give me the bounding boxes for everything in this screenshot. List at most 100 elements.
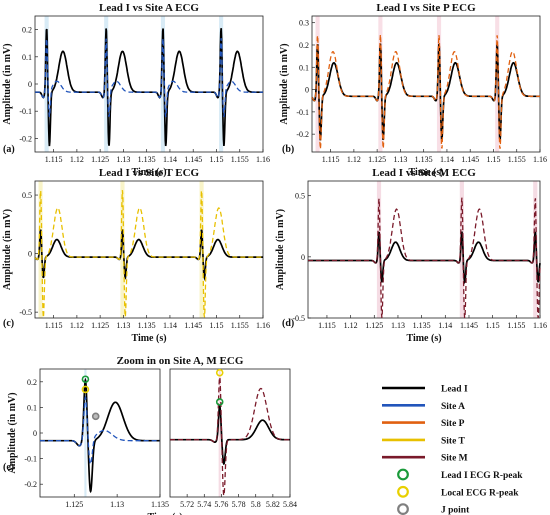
x-tick-label: 1.125 <box>365 321 383 330</box>
legend-item: Site M <box>382 454 468 464</box>
x-tick-label: 1.155 <box>507 321 525 330</box>
y-axis-label: Amplitude (in mV) <box>2 43 13 124</box>
legend-label: Lead I ECG R-peak <box>441 471 523 481</box>
series-line-lead-i <box>170 405 290 466</box>
x-tick-label: 1.13 <box>116 321 130 330</box>
marker-lead-i-ecg-r-peak <box>215 398 224 406</box>
y-tick-label: -0.1 <box>296 108 309 117</box>
y-tick-label: 0.1 <box>27 403 37 412</box>
x-tick-label: 1.16 <box>256 321 270 330</box>
x-axis-label: Time (s) <box>131 167 166 178</box>
beat-highlight <box>160 16 166 152</box>
chart-panel-c: 1.115 1.12 1.125 1.13 1.135 1.14 1.145 1.15 1.15… <box>2 167 270 344</box>
y-tick-label: -0.2 <box>296 130 309 139</box>
x-tick-label: 1.12 <box>347 155 361 164</box>
beat-highlight <box>219 16 224 152</box>
series-line-lead-i <box>40 377 160 494</box>
chart-panel-a: 1.115 1.12 1.125 1.13 1.135 1.14 1.145 1.15 1.15… <box>2 2 270 178</box>
x-tick-label: 5.8 <box>251 500 261 509</box>
legend-label: Lead I <box>441 385 468 395</box>
beat-highlight <box>218 369 221 497</box>
y-tick-label: -0.1 <box>24 455 37 464</box>
beat-highlight <box>84 369 87 497</box>
x-tick-label: 1.13 <box>393 155 407 164</box>
y-axis-label: Amplitude (in mV) <box>275 209 286 290</box>
beat-highlight <box>199 181 204 318</box>
series-line-site-a <box>40 395 160 465</box>
y-tick-label: 0 <box>301 253 305 262</box>
panel-letter: (e) <box>3 462 14 473</box>
chart-panel-d: 1.115 1.12 1.125 1.13 1.135 1.14 1.145 1.15 1.15… <box>275 167 547 344</box>
series-line-lead-i <box>311 43 540 141</box>
y-tick-label: 0.1 <box>299 63 309 72</box>
x-tick-label: 1.145 <box>184 155 202 164</box>
series-line-lead-i <box>35 28 263 147</box>
x-tick-label: 1.12 <box>70 321 84 330</box>
legend-label: Site P <box>441 419 465 429</box>
beat-highlight <box>44 16 49 152</box>
y-tick-label: 0.5 <box>295 192 305 201</box>
axes-frame <box>39 368 161 498</box>
series-line-site-a <box>35 38 263 118</box>
axes-frame <box>307 180 541 319</box>
legend-marker <box>397 503 409 515</box>
x-tick-label: 1.14 <box>440 155 454 164</box>
y-tick-label: 0.1 <box>22 53 32 62</box>
y-tick-label: 0 <box>305 86 309 95</box>
y-axis-label: Amplitude (in mV) <box>2 209 13 290</box>
legend-marker <box>397 468 409 481</box>
series-line-lead-i <box>308 231 541 285</box>
legend-label: Site T <box>441 436 466 446</box>
beat-highlight <box>104 16 109 152</box>
legend-item: J point <box>397 503 470 515</box>
panel-letter: (b) <box>282 144 294 155</box>
x-tick-label: 5.72 <box>180 500 194 509</box>
panel-letter: (a) <box>3 144 15 155</box>
x-axis-label: Time (s) <box>408 167 443 178</box>
beat-highlight <box>495 16 500 152</box>
x-tick-label: 1.135 <box>151 500 169 509</box>
x-tick-label: 1.15 <box>486 155 500 164</box>
beat-highlight <box>436 16 442 152</box>
x-tick-label: 1.145 <box>460 321 478 330</box>
marker-local-ecg-r-peak <box>81 385 90 394</box>
chart-panel-b: 1.115 1.12 1.125 1.13 1.135 1.14 1.145 1.15 1.15… <box>279 2 547 178</box>
axes-frame <box>169 368 291 498</box>
x-tick-label: 1.115 <box>45 155 63 164</box>
x-tick-label: 1.145 <box>184 321 202 330</box>
chart-panel-e1: 1.125 1.13 1.135 -0.2 -0.1 0 0.1 0.2 Zoom in on … <box>7 355 244 515</box>
x-tick-label: 1.155 <box>231 321 249 330</box>
beat-highlight <box>315 16 320 152</box>
x-tick-label: 1.135 <box>138 155 156 164</box>
marker-lead-i-ecg-r-peak <box>81 375 90 384</box>
x-tick-label: 1.14 <box>438 321 452 330</box>
marker-j-point <box>91 412 100 421</box>
y-tick-label: -0.2 <box>24 480 37 489</box>
axes-frame <box>311 15 541 153</box>
x-tick-label: 1.14 <box>163 321 177 330</box>
x-tick-label: 1.12 <box>70 155 84 164</box>
y-tick-label: -0.2 <box>19 134 32 143</box>
chart-panel-e2: 5.72 5.74 5.76 5.78 5.8 5.82 5.84 <box>169 368 297 509</box>
x-tick-label: 1.145 <box>461 155 479 164</box>
panel-letter: (d) <box>282 318 294 329</box>
chart-title: Lead I vs Site P ECG <box>376 2 476 14</box>
x-tick-label: 1.15 <box>486 321 500 330</box>
legend-label: Site M <box>441 454 468 464</box>
x-tick-label: 5.78 <box>232 500 246 509</box>
x-tick-label: 1.125 <box>368 155 386 164</box>
x-tick-label: 1.16 <box>533 321 547 330</box>
legend-item: Site A <box>382 402 465 412</box>
x-tick-label: 1.16 <box>533 155 547 164</box>
x-tick-label: 1.13 <box>391 321 405 330</box>
beat-highlight <box>38 181 43 318</box>
x-tick-label: 1.115 <box>322 155 340 164</box>
legend-item: Site T <box>382 436 466 446</box>
x-axis-label: Time (s) <box>131 333 166 344</box>
y-tick-label: 0.2 <box>27 378 37 387</box>
x-tick-label: 1.13 <box>116 155 130 164</box>
series-line-site-m <box>308 197 541 319</box>
series-line-site-t <box>34 190 263 318</box>
x-tick-label: 5.82 <box>266 500 280 509</box>
x-tick-label: 1.125 <box>91 155 109 164</box>
